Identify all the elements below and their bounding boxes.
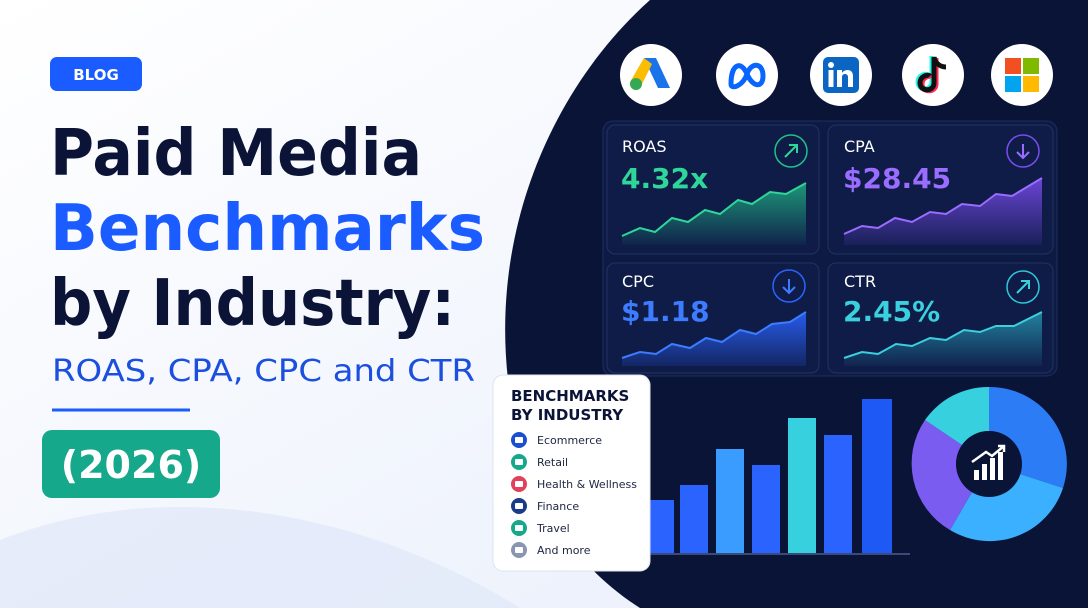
donut-segment [950, 474, 1063, 542]
trend-arrow [782, 279, 796, 295]
item-icon-glyph [515, 525, 523, 531]
metric-card: ROAS 4.32x [606, 124, 820, 255]
logo-shape [1005, 58, 1021, 74]
platform-logos [620, 44, 1053, 106]
logo-shape [917, 56, 947, 93]
bar [680, 485, 708, 553]
trend-arrow [1016, 280, 1030, 294]
metric-label: CTR [844, 272, 876, 291]
item-icon-glyph [515, 459, 523, 465]
logo-shape [630, 78, 642, 90]
item-icon-glyph [515, 503, 523, 509]
icon-arrow [971, 444, 1006, 464]
subtitle: ROAS, CPA, CPC and CTR [52, 354, 475, 389]
panel-title: BENCHMARKS [511, 387, 629, 405]
item-icon-glyph [515, 547, 523, 553]
donut-segment [911, 420, 972, 530]
panel-title: BY INDUSTRY [511, 406, 624, 424]
item-label: Health & Wellness [537, 478, 637, 491]
icon-bar [982, 464, 987, 480]
bar [716, 449, 744, 553]
trend-icon [1006, 270, 1040, 304]
sparkline-area [844, 312, 1042, 366]
item-icon-glyph [515, 481, 523, 487]
metric-value: $1.18 [621, 295, 710, 328]
donut-illustration [911, 386, 1067, 542]
industry-panel: BENCHMARKS BY INDUSTRY Ecommerce Retail He… [492, 374, 651, 572]
sparkline [843, 311, 1043, 359]
item-label: Travel [536, 522, 570, 535]
metric-card: CPA $28.45 [827, 124, 1054, 255]
title-line: Benchmarks [50, 192, 485, 266]
donut-hole [956, 431, 1022, 497]
logo-shape [837, 69, 853, 87]
metric-value: $28.45 [843, 162, 951, 195]
sparkline [621, 182, 807, 237]
background-wave [0, 506, 520, 608]
sparkline [843, 177, 1043, 235]
metric-label: ROAS [622, 137, 667, 156]
year-text: (2026) [61, 443, 202, 487]
metric-card: CTR 2.45% [827, 262, 1054, 374]
sparkline-area [622, 312, 806, 366]
bar [788, 418, 816, 553]
trend-arrow [1016, 144, 1030, 160]
donut-segment [989, 386, 1067, 488]
bar [862, 399, 892, 553]
trend-icon [1006, 134, 1040, 168]
logo-shape [1005, 76, 1021, 92]
item-label: Ecommerce [537, 434, 602, 447]
icon-bar [998, 452, 1003, 480]
item-label: Finance [537, 500, 579, 513]
donut-segment [925, 386, 989, 445]
badge-text: BLOG [73, 66, 119, 84]
icon-bar [974, 470, 979, 480]
badge [50, 57, 142, 91]
metric-label: CPA [844, 137, 875, 156]
title-line: by Industry: [50, 267, 455, 341]
trend-icon [774, 134, 808, 168]
sparkline-area [622, 183, 806, 245]
item-label: Retail [537, 456, 568, 469]
trend-icon [772, 269, 806, 303]
sparkline [621, 311, 807, 359]
trend-arrow [784, 144, 798, 158]
metric-value: 2.45% [843, 295, 940, 328]
logo-shape [828, 62, 834, 68]
item-label: And more [537, 544, 591, 557]
bar [824, 435, 852, 553]
metric-value: 4.32x [621, 162, 708, 195]
panel-bg [492, 374, 651, 572]
icon-bar [990, 458, 995, 480]
logo-shape [1023, 76, 1039, 92]
logo-shape [828, 70, 834, 87]
bar [752, 465, 780, 553]
metric-label: CPC [622, 272, 654, 291]
logo-microsoft [991, 44, 1053, 106]
logo-shape [1023, 58, 1039, 74]
logo-shape [728, 62, 766, 90]
item-icon-glyph [515, 437, 523, 443]
logo-google-ads [620, 44, 682, 106]
year-badge [42, 430, 220, 498]
metric-card: CPC $1.18 [606, 262, 820, 374]
sparkline-area [844, 178, 1042, 245]
title-line: Paid Media [50, 117, 422, 191]
